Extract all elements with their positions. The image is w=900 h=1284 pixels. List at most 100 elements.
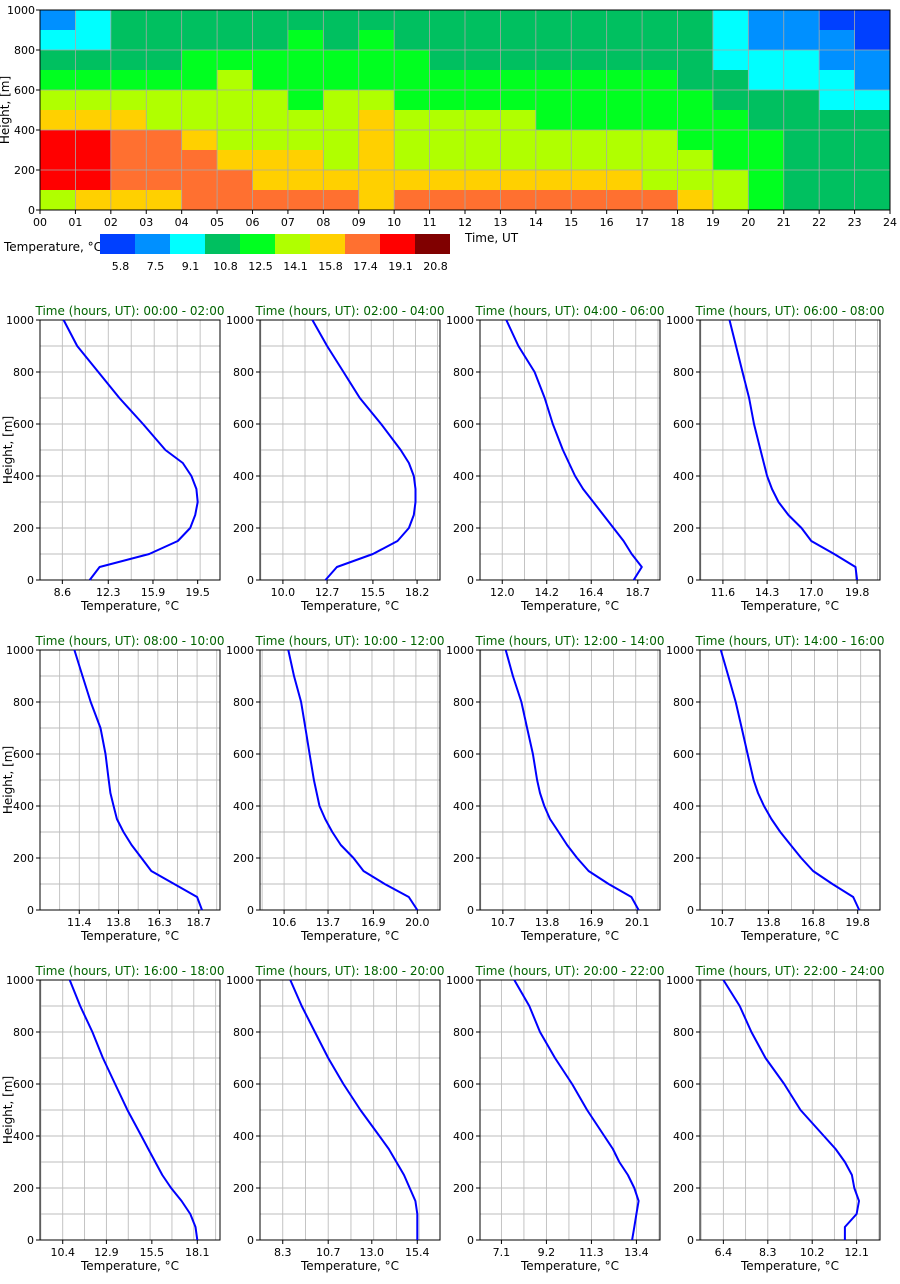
profile-title: Time (hours, UT): 10:00 - 12:00 — [254, 634, 444, 648]
profile-xtick-label: 15.5 — [361, 586, 386, 599]
heatmap-ytick-label: 0 — [28, 204, 35, 217]
heatmap-cell — [642, 10, 678, 31]
heatmap-xtick-label: 19 — [706, 216, 720, 229]
heatmap-cell — [748, 190, 785, 211]
heatmap-cell — [712, 30, 749, 51]
colorbar-swatch — [415, 234, 450, 254]
profile-ytick-label: 600 — [233, 418, 254, 431]
heatmap-cell — [287, 150, 324, 171]
profile-xtick-label: 16.9 — [579, 916, 604, 929]
profile-xtick-label: 18.7 — [626, 586, 651, 599]
profile-frame — [39, 979, 221, 1241]
heatmap-cell — [217, 30, 253, 51]
profile-ytick-label: 200 — [233, 522, 254, 535]
profile-ytick-label: 800 — [13, 1026, 34, 1039]
profile-xtick-label: 20.1 — [625, 916, 650, 929]
heatmap-cell — [75, 170, 112, 191]
heatmap-cell — [500, 50, 537, 71]
heatmap-cell — [571, 150, 608, 171]
heatmap-cell — [819, 110, 856, 131]
heatmap-cell — [287, 90, 324, 111]
heatmap-cell — [358, 50, 395, 71]
heatmap-cell — [75, 70, 112, 91]
heatmap-cell — [606, 10, 643, 31]
heatmap-cell — [677, 50, 714, 71]
heatmap-cell — [252, 70, 289, 91]
heatmap-cell — [606, 50, 643, 71]
heatmap-cell — [146, 170, 183, 191]
colorbar-value-label: 5.8 — [112, 260, 130, 273]
profile-ytick-label: 0 — [687, 1234, 694, 1247]
heatmap-cell — [465, 110, 501, 131]
heatmap-xtick-label: 16 — [600, 216, 614, 229]
heatmap-xtick-label: 09 — [352, 216, 366, 229]
heatmap-cell — [394, 90, 431, 111]
profile-xtick-label: 10.2 — [800, 1246, 825, 1259]
heatmap-cell — [181, 110, 218, 131]
heatmap-xtick-label: 24 — [883, 216, 897, 229]
heatmap-cell — [783, 50, 820, 71]
heatmap-cell — [40, 110, 76, 131]
profile-ytick-label: 0 — [467, 904, 474, 917]
profile-xtick-label: 11.4 — [67, 916, 92, 929]
profile-title: Time (hours, UT): 00:00 - 02:00 — [34, 304, 224, 318]
heatmap-cell — [677, 170, 714, 191]
heatmap-cell — [819, 90, 856, 111]
heatmap-cell — [287, 70, 324, 91]
profile-ytick-label: 600 — [453, 1078, 474, 1091]
heatmap-cell — [854, 150, 891, 171]
profile-xtick-label: 13.8 — [106, 916, 131, 929]
heatmap-cell — [500, 130, 537, 151]
heatmap-cell — [181, 190, 218, 211]
heatmap-xtick-label: 04 — [175, 216, 189, 229]
profile-xtick-label: 15.4 — [405, 1246, 430, 1259]
profile-series-line — [68, 979, 199, 1241]
heatmap-cell — [217, 70, 253, 91]
heatmap-cell — [819, 70, 856, 91]
heatmap-cell — [429, 190, 466, 211]
heatmap-cell — [217, 190, 253, 211]
profile-panel: 0 200 400 600 800 1000 10.4 12.9 15.5 18.1 Tempera… — [1, 964, 225, 1273]
heatmap-cell — [465, 190, 501, 211]
heatmap-cell — [394, 190, 431, 211]
heatmap-cell — [252, 190, 289, 211]
profile-xtick-label: 10.7 — [316, 1246, 341, 1259]
heatmap-cell — [571, 170, 608, 191]
heatmap-cell — [181, 10, 218, 31]
heatmap-cell — [677, 70, 714, 91]
heatmap-cell — [429, 70, 466, 91]
heatmap-cell — [217, 10, 253, 31]
profile-series-line — [505, 319, 643, 581]
profile-xtick-label: 8.3 — [759, 1246, 777, 1259]
heatmap-cell — [40, 190, 76, 211]
heatmap-cell — [642, 150, 678, 171]
colorbar-value-label: 12.5 — [248, 260, 273, 273]
heatmap-xlabel: Time, UT — [464, 231, 519, 245]
profile-frame — [259, 649, 441, 911]
heatmap-xtick-label: 12 — [458, 216, 472, 229]
heatmap-cell — [217, 130, 253, 151]
heatmap-cell — [358, 170, 395, 191]
heatmap-cell — [287, 30, 324, 51]
heatmap-cell — [217, 110, 253, 131]
heatmap-cell — [358, 150, 395, 171]
heatmap-cell — [642, 190, 678, 211]
profile-ytick-label: 0 — [467, 574, 474, 587]
colorbar-value-label: 17.4 — [353, 260, 378, 273]
profile-ytick-label: 200 — [233, 852, 254, 865]
profile-ytick-label: 1000 — [226, 314, 254, 327]
heatmap-cell — [571, 50, 608, 71]
heatmap-xtick-label: 23 — [848, 216, 862, 229]
profile-xtick-label: 6.4 — [715, 1246, 733, 1259]
heatmap-cell — [40, 90, 76, 111]
heatmap-cell — [40, 130, 76, 151]
profile-frame — [259, 979, 441, 1241]
heatmap-cell — [110, 30, 147, 51]
heatmap-cell — [75, 130, 112, 151]
profile-ytick-label: 400 — [13, 800, 34, 813]
heatmap-cell — [146, 10, 183, 31]
heatmap-cell — [854, 70, 891, 91]
profile-xtick-label: 18.7 — [186, 916, 211, 929]
profile-xtick-label: 18.2 — [405, 586, 430, 599]
profile-xtick-label: 16.8 — [801, 916, 826, 929]
